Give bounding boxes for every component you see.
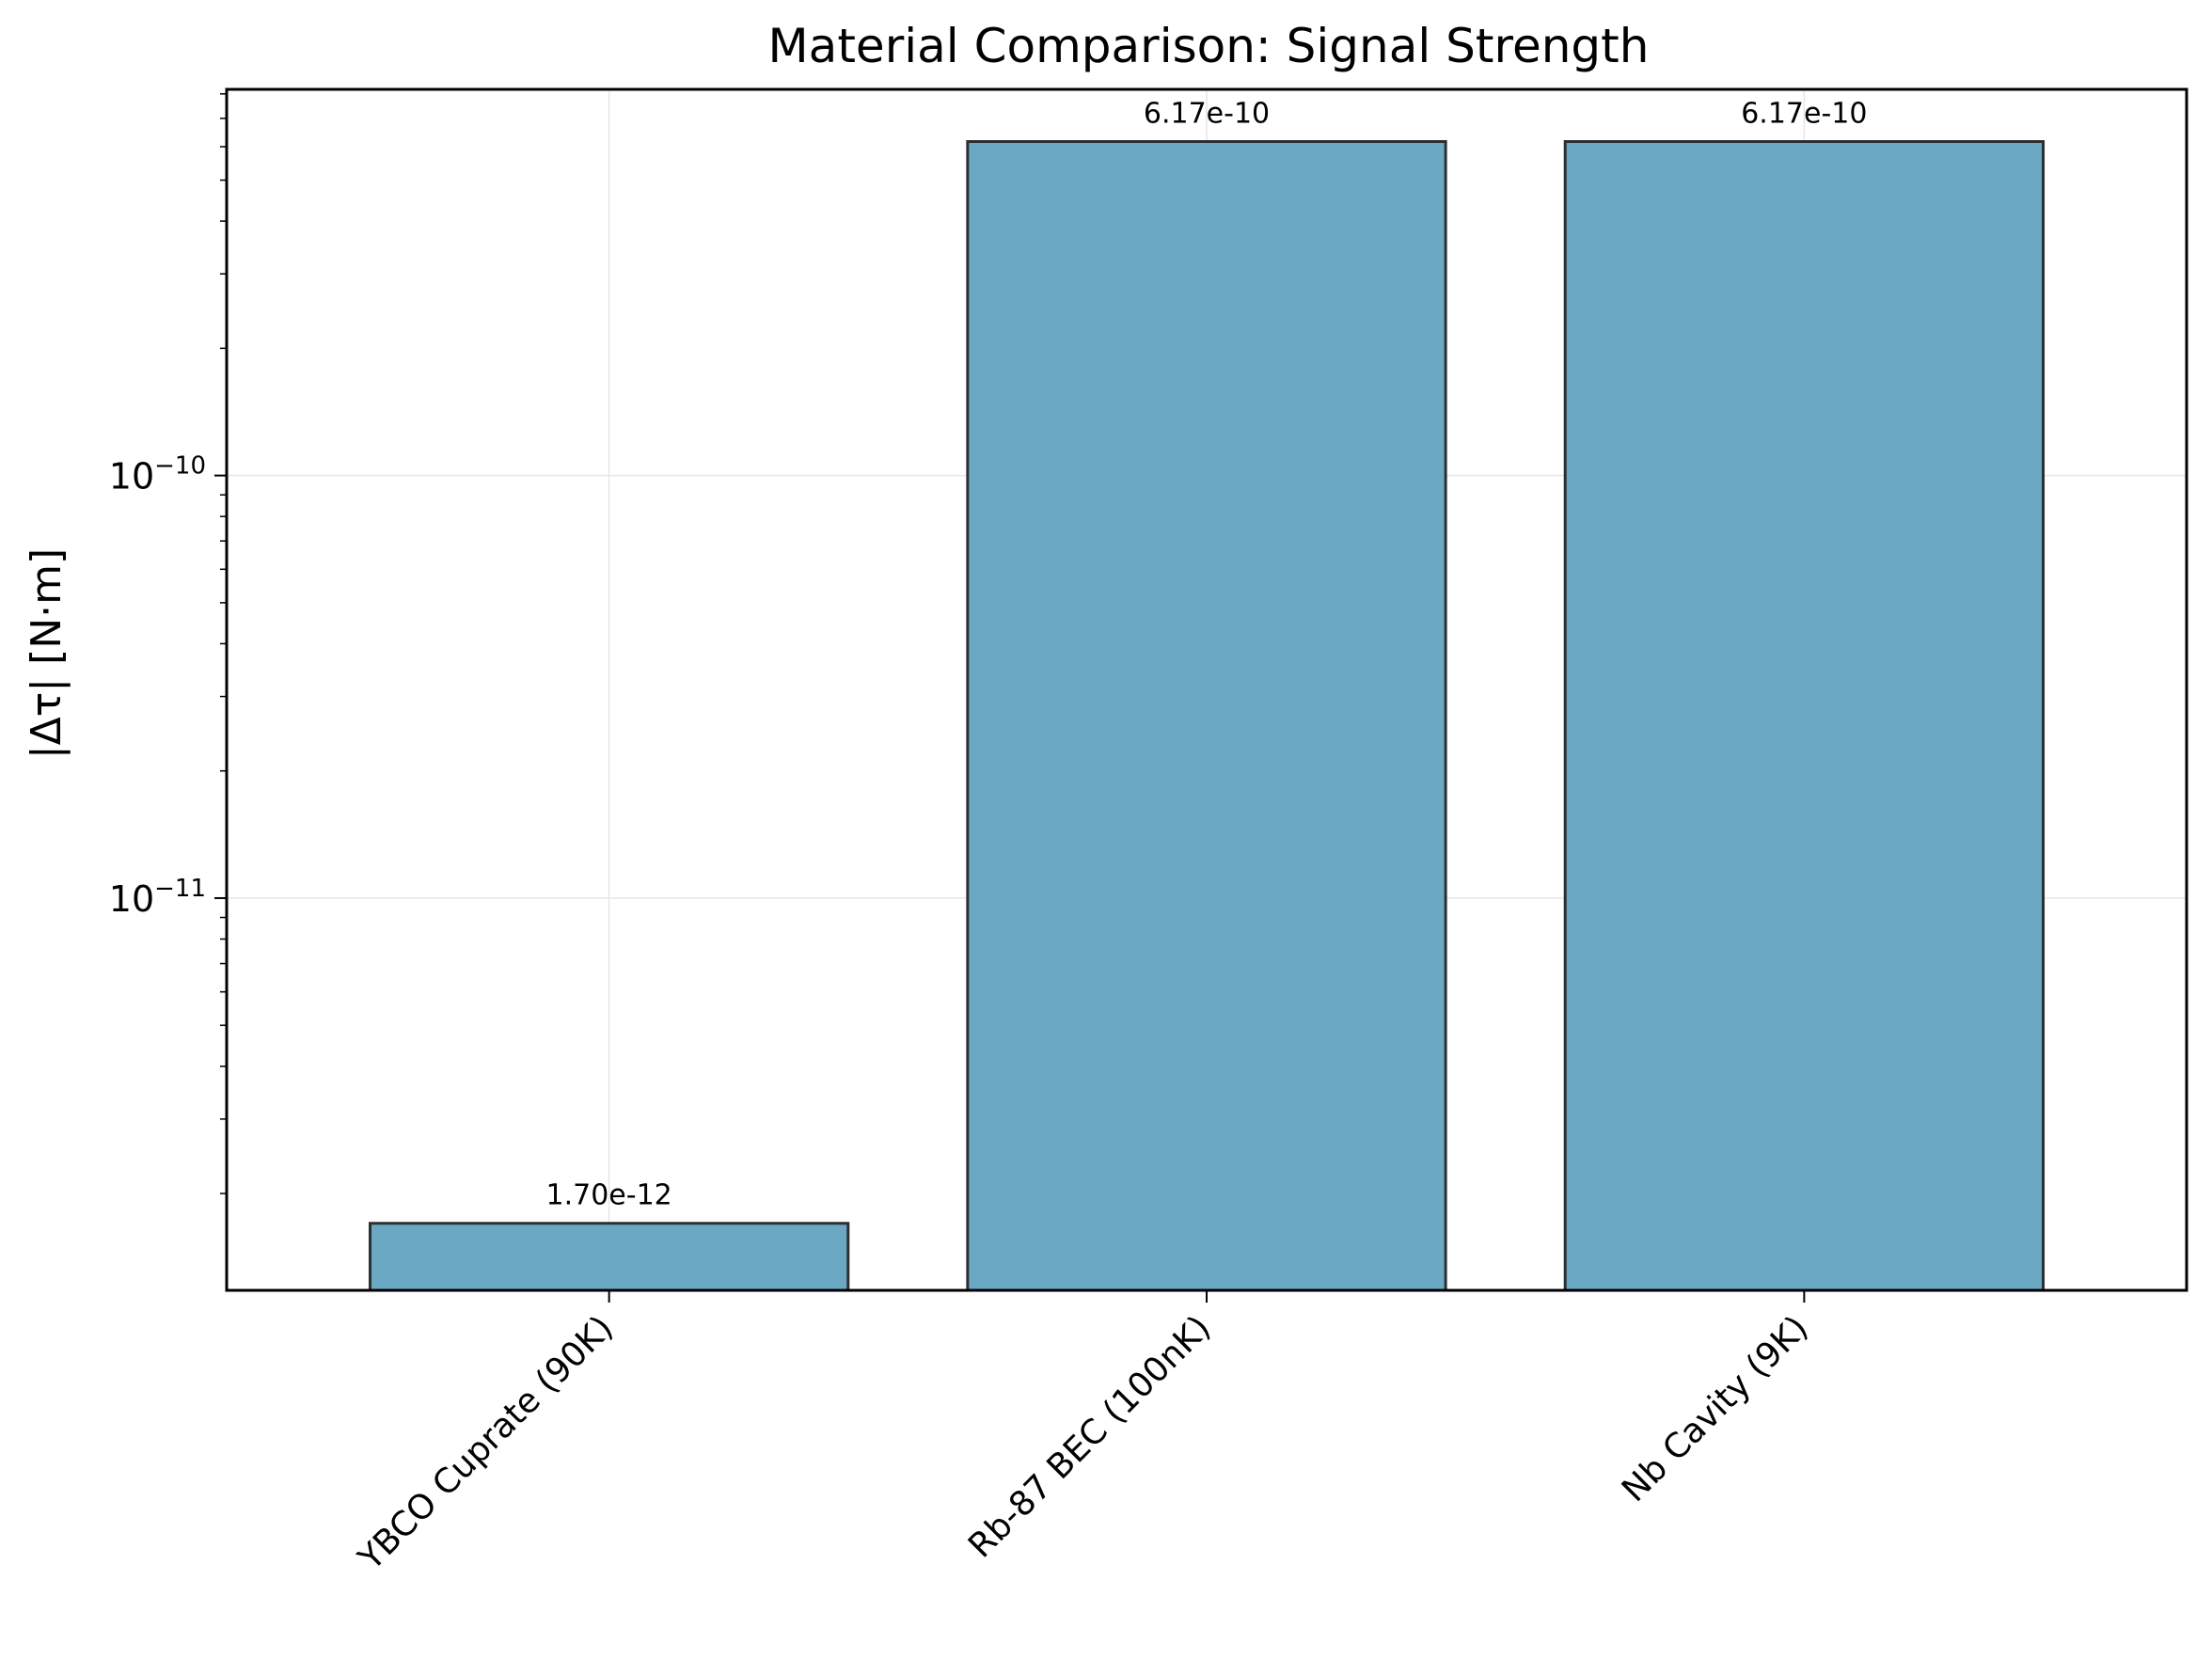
chart-title: Material Comparison: Signal Strength — [768, 19, 1650, 73]
bar — [966, 140, 1447, 1292]
bar — [1563, 140, 2046, 1292]
bars — [368, 140, 2046, 1292]
bar-value-label: 1.70e-12 — [546, 1179, 672, 1212]
x-tick-label: Nb Cavity (9K) — [1615, 1308, 1816, 1509]
x-tick-label: Rb-87 BEC (100nK) — [961, 1308, 1218, 1565]
bar-value-label: 6.17e-10 — [1741, 98, 1867, 131]
y-axis-label: |Δτ| [N·m] — [23, 548, 71, 759]
axis-ticks: YBCO Cuprate (90K) Rb-87 BEC (100nK) Nb Ca… — [109, 93, 1816, 1578]
y-tick-label: 10−10 — [109, 452, 206, 498]
x-tick-label: YBCO Cuprate (90K) — [351, 1308, 621, 1578]
bar — [368, 1222, 850, 1292]
data-labels: 1.70e-12 6.17e-10 6.17e-10 — [546, 98, 1868, 1212]
y-tick-label: 10−11 — [109, 875, 206, 920]
bar-value-label: 6.17e-10 — [1144, 98, 1270, 131]
